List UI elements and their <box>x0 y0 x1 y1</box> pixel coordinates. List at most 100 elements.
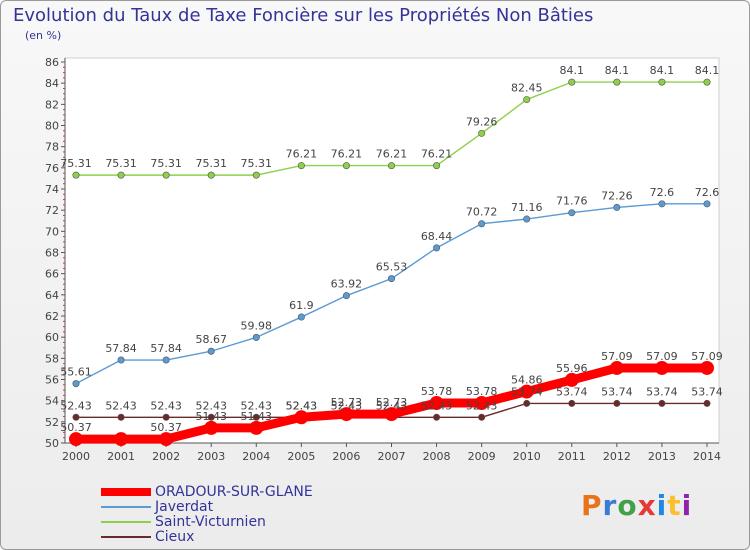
data-point <box>703 399 711 407</box>
data-point <box>658 78 666 86</box>
data-point <box>204 420 219 435</box>
data-label: 71.76 <box>556 195 588 208</box>
data-label: 52.73 <box>331 396 363 409</box>
legend-label: ORADOUR-SUR-GLANE <box>155 484 313 500</box>
data-label: 57.09 <box>601 350 633 363</box>
y-tick-label: 68 <box>45 247 59 260</box>
data-point <box>478 220 486 228</box>
data-label: 50.37 <box>150 421 182 434</box>
data-point <box>433 162 441 170</box>
data-point <box>69 432 83 447</box>
data-label: 52.43 <box>376 399 408 412</box>
data-label: 55.96 <box>556 362 588 375</box>
data-label: 58.67 <box>195 333 227 346</box>
x-tick-label: 2014 <box>693 450 721 463</box>
data-label: 72.6 <box>650 186 675 199</box>
data-point <box>564 372 579 387</box>
data-label: 75.31 <box>150 157 182 170</box>
data-point <box>568 399 576 407</box>
logo-letter: x <box>637 489 657 522</box>
data-point <box>568 78 576 86</box>
data-label: 61.9 <box>289 299 314 312</box>
data-label: 55.61 <box>60 366 92 379</box>
y-tick-label: 76 <box>45 162 59 175</box>
y-tick-label: 56 <box>45 374 59 387</box>
x-tick-label: 2007 <box>378 450 406 463</box>
data-label: 53.74 <box>601 385 633 398</box>
y-tick-label: 78 <box>45 141 59 154</box>
x-tick-label: 2008 <box>423 450 451 463</box>
y-tick-label: 82 <box>45 98 59 111</box>
data-point <box>342 162 350 170</box>
data-label: 53.74 <box>511 385 543 398</box>
data-point <box>249 420 264 435</box>
data-point <box>433 413 441 421</box>
y-unit-label: (en %) <box>25 29 62 42</box>
logo-letter: o <box>617 489 638 522</box>
data-label: 52.43 <box>150 399 182 412</box>
data-point <box>523 399 531 407</box>
data-point <box>658 399 666 407</box>
data-label: 51.43 <box>195 410 227 423</box>
y-tick-label: 86 <box>45 56 59 69</box>
data-label: 57.09 <box>646 350 678 363</box>
data-point <box>342 292 350 300</box>
x-tick-label: 2006 <box>332 450 360 463</box>
data-point <box>294 410 309 425</box>
x-tick-label: 2011 <box>558 450 586 463</box>
x-tick-label: 2012 <box>603 450 631 463</box>
data-label: 71.16 <box>511 201 543 214</box>
data-label: 76.21 <box>331 148 363 161</box>
data-label: 75.31 <box>195 157 227 170</box>
y-tick-label: 84 <box>45 77 59 90</box>
y-tick-label: 52 <box>45 416 59 429</box>
y-tick-label: 60 <box>45 331 59 344</box>
data-label: 52.43 <box>331 399 363 412</box>
data-point <box>114 432 129 447</box>
x-tick-label: 2002 <box>152 450 180 463</box>
data-label: 75.31 <box>241 157 273 170</box>
proxiti-logo: Proxiti <box>581 489 692 522</box>
data-point <box>207 171 215 179</box>
data-point <box>72 413 80 421</box>
plot-area <box>64 57 720 444</box>
x-tick-label: 2004 <box>242 450 270 463</box>
y-tick-label: 50 <box>45 437 59 450</box>
data-label: 52.43 <box>286 399 318 412</box>
data-point <box>703 200 711 208</box>
data-point <box>252 171 260 179</box>
logo-letter: t <box>667 489 682 522</box>
data-label: 76.21 <box>376 148 408 161</box>
data-point <box>207 347 215 355</box>
data-label: 53.78 <box>421 385 453 398</box>
logo-letter: i <box>681 489 693 522</box>
data-label: 59.98 <box>241 319 273 332</box>
data-label: 76.21 <box>421 148 453 161</box>
data-point <box>613 78 621 86</box>
y-tick-label: 70 <box>45 225 59 238</box>
data-label: 84.1 <box>605 64 630 77</box>
data-point <box>117 171 125 179</box>
data-point <box>162 356 170 364</box>
y-tick-label: 58 <box>45 352 59 365</box>
y-tick-label: 62 <box>45 310 59 323</box>
chart-title: Evolution du Taux de Taxe Foncière sur l… <box>13 5 594 26</box>
data-label: 84.1 <box>650 64 675 77</box>
x-tick-label: 2000 <box>62 450 90 463</box>
data-label: 63.92 <box>331 278 363 291</box>
data-label: 54.86 <box>511 374 543 387</box>
data-point <box>297 313 305 321</box>
data-label: 65.53 <box>376 261 408 274</box>
data-point <box>159 432 174 447</box>
legend-swatch <box>101 521 151 523</box>
logo-letter: P <box>581 489 603 522</box>
data-point <box>252 413 260 421</box>
data-point <box>162 171 170 179</box>
y-tick-label: 66 <box>45 268 59 281</box>
data-label: 50.37 <box>60 421 92 434</box>
legend-label: Javerdat <box>155 499 214 515</box>
data-point <box>429 395 444 410</box>
data-label: 57.84 <box>105 342 137 355</box>
y-tick-label: 54 <box>45 395 59 408</box>
